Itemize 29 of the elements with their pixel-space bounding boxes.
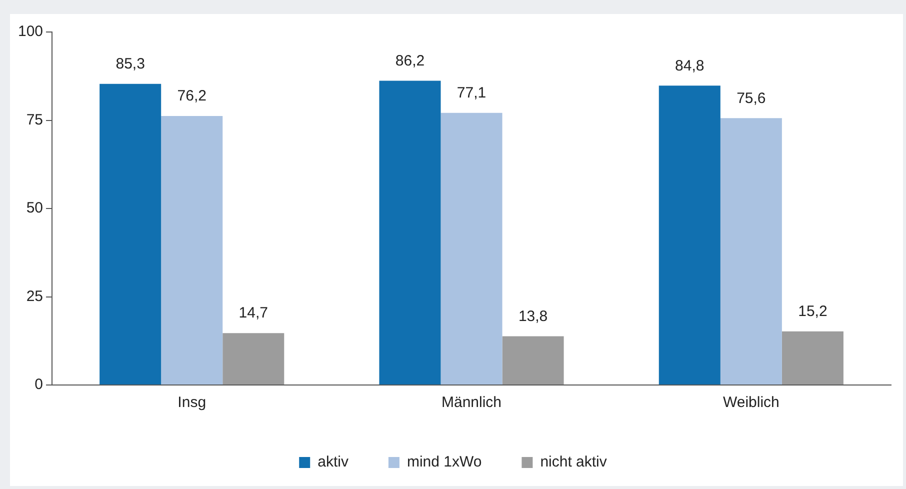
data-label: 86,2 — [395, 52, 425, 70]
y-tick-label: 75 — [26, 111, 44, 128]
y-tick-label: 50 — [26, 200, 44, 217]
data-label: 77,1 — [456, 84, 486, 102]
x-tick-label: Weiblich — [722, 394, 780, 412]
data-label: 13,8 — [518, 308, 548, 325]
data-label: 15,2 — [798, 302, 828, 320]
bar — [379, 80, 441, 384]
data-label: 85,3 — [116, 56, 145, 73]
bar — [440, 112, 502, 384]
data-label: 75,6 — [736, 90, 766, 107]
data-label: 14,7 — [238, 304, 268, 322]
y-tick-label: 25 — [26, 288, 44, 305]
legend-label: aktiv — [318, 454, 349, 471]
legend-label: mind 1xWo — [406, 454, 482, 471]
bar — [161, 116, 223, 384]
x-tick-label: Männlich — [442, 394, 502, 412]
y-tick-label: 100 — [18, 23, 44, 40]
legend-label: nicht aktiv — [540, 454, 608, 471]
x-tick-label: Insg — [178, 394, 206, 412]
bar — [222, 333, 284, 384]
bar — [502, 336, 564, 384]
bar — [100, 84, 162, 384]
data-label: 84,8 — [675, 57, 704, 74]
bar — [658, 86, 720, 384]
bar — [782, 331, 844, 384]
data-label: 76,2 — [177, 88, 206, 105]
bar — [720, 118, 782, 384]
y-tick-label: 0 — [34, 376, 44, 394]
